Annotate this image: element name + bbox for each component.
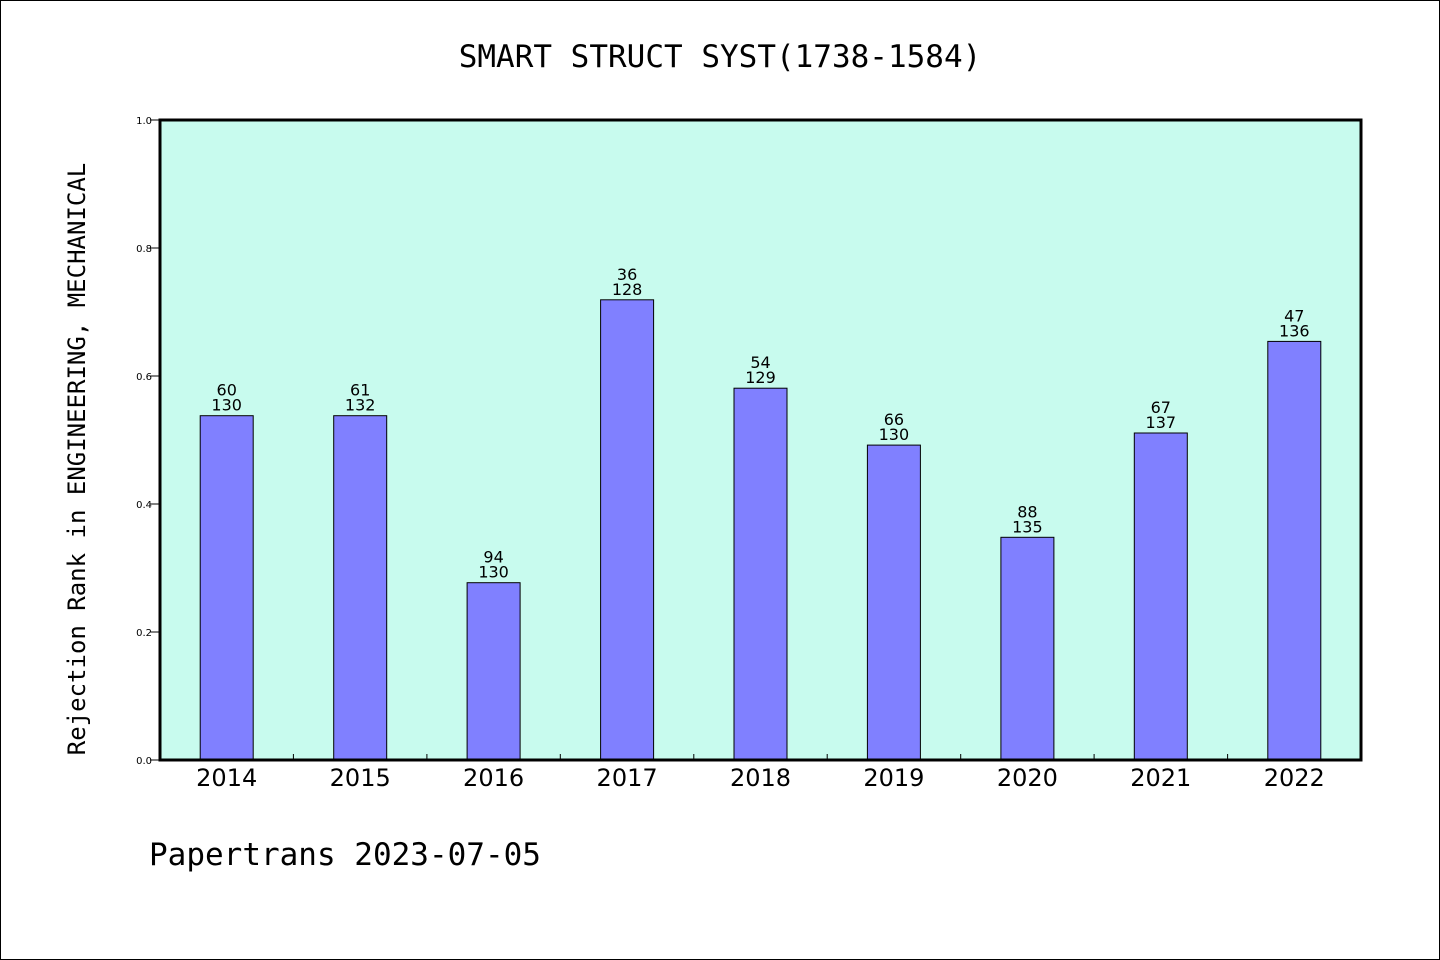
bar-2020: [1000, 536, 1055, 761]
bar-2015: [333, 415, 388, 761]
bar-label-top-2019: 66: [884, 410, 904, 429]
bar-label-bottom-2018: 129: [745, 368, 776, 387]
y-tick-label-0.8: 0.8: [136, 244, 152, 255]
y-axis: 0.0 0.2 0.4 0.6 0.8 1.0: [136, 116, 160, 767]
bar-2022: [1267, 340, 1322, 761]
bar-2019: [866, 444, 921, 761]
y-tick-label-0.2: 0.2: [136, 628, 152, 639]
x-tick-label-2021: 2021: [1130, 764, 1191, 792]
bar-label-top-2015: 61: [350, 381, 370, 400]
bar-label-bottom-2019: 130: [879, 425, 910, 444]
bar-labels-layer: 6013061132941303612854129661308813567137…: [211, 265, 1309, 582]
x-tick-label-2016: 2016: [463, 764, 524, 792]
x-axis: 2014 2015 2016 2017 2018 2019 2020 2021 2022: [196, 754, 1325, 792]
bar-label-bottom-2022: 136: [1279, 321, 1310, 340]
x-tick-label-2014: 2014: [196, 764, 257, 792]
bar-label-top-2016: 94: [483, 548, 503, 567]
bar-label-top-2021: 67: [1151, 398, 1171, 417]
bar-2014: [199, 415, 254, 761]
bar-label-top-2018: 54: [750, 353, 770, 372]
y-tick-label-1.0: 1.0: [136, 116, 152, 127]
bar-2016: [466, 582, 521, 761]
bar-label-bottom-2015: 132: [345, 396, 376, 415]
bar-label-bottom-2014: 130: [211, 396, 242, 415]
bar-2017: [600, 299, 655, 761]
y-tick-label-0.4: 0.4: [136, 500, 152, 511]
x-tick-label-2018: 2018: [730, 764, 791, 792]
bar-label-top-2020: 88: [1017, 502, 1037, 521]
x-tick-label-2020: 2020: [997, 764, 1058, 792]
chart-title: SMART STRUCT SYST(1738-1584): [459, 39, 982, 75]
bar-label-bottom-2021: 137: [1146, 413, 1177, 432]
x-tick-label-2019: 2019: [863, 764, 924, 792]
y-tick-label-0.6: 0.6: [136, 372, 152, 383]
x-tick-label-2017: 2017: [597, 764, 658, 792]
plot-border: [158, 118, 1363, 762]
x-tick-label-2015: 2015: [330, 764, 391, 792]
bars-layer: [199, 299, 1322, 761]
bar-label-bottom-2020: 135: [1012, 517, 1043, 536]
y-tick-label-0.0: 0.0: [136, 756, 152, 767]
bar-2021: [1133, 432, 1188, 761]
bar-label-bottom-2017: 128: [612, 280, 643, 299]
x-tick-label-2022: 2022: [1264, 764, 1325, 792]
footer-text: Papertrans 2023-07-05: [149, 837, 541, 873]
bar-label-top-2022: 47: [1284, 306, 1304, 325]
y-axis-label: Rejection Rank in ENGINEERING, MECHANICA…: [63, 163, 91, 755]
bar-label-top-2014: 60: [217, 381, 237, 400]
bar-label-top-2017: 36: [617, 265, 637, 284]
bar-label-bottom-2016: 130: [478, 563, 509, 582]
bar-2018: [733, 387, 788, 761]
